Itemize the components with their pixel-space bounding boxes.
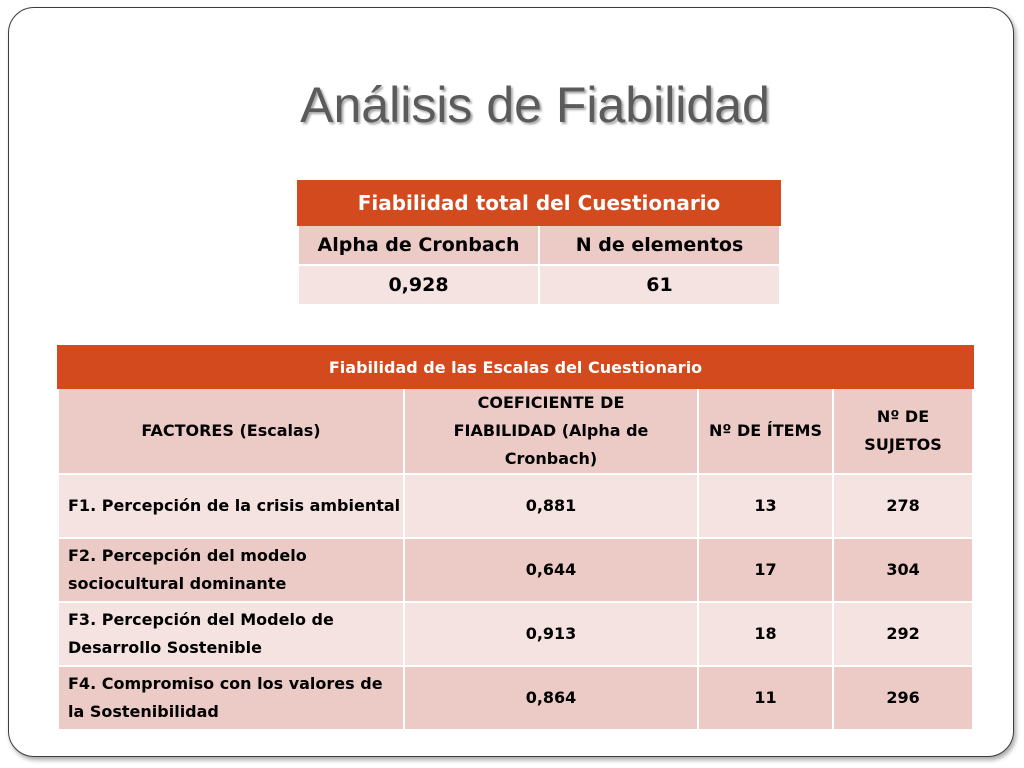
factor-cell: F4. Compromiso con los valores de la Sos…	[57, 665, 405, 731]
subjects-cell: 296	[831, 665, 975, 731]
header-coefficient: COEFICIENTE DE FIABILIDAD (Alpha de Cron…	[403, 387, 699, 475]
alpha-cell: 0,913	[403, 601, 699, 667]
value-alpha: 0,928	[297, 264, 540, 306]
table-row: F4. Compromiso con los valores de la Sos…	[57, 665, 975, 731]
header-factors: FACTORES (Escalas)	[57, 387, 405, 475]
subjects-cell: 278	[831, 473, 975, 539]
items-cell: 11	[697, 665, 834, 731]
subjects-cell: 292	[831, 601, 975, 667]
alpha-cell: 0,644	[403, 537, 699, 603]
slide-title: Análisis de Fiabilidad	[300, 77, 770, 133]
value-n-elements: 61	[537, 264, 782, 306]
scales-table-caption: Fiabilidad de las Escalas del Cuestionar…	[56, 345, 975, 389]
scales-reliability-table: Fiabilidad de las Escalas del Cuestionar…	[56, 345, 975, 731]
items-cell: 17	[697, 537, 834, 603]
alpha-cell: 0,881	[403, 473, 699, 539]
items-cell: 18	[697, 601, 834, 667]
header-subjects: Nº DE SUJETOS	[831, 387, 975, 475]
table-row: F3. Percepción del Modelo de Desarrollo …	[57, 601, 975, 667]
header-alpha: Alpha de Cronbach	[297, 224, 540, 266]
table-row: F2. Percepción del modelo sociocultural …	[57, 537, 975, 603]
factor-cell: F1. Percepción de la crisis ambiental	[57, 473, 405, 539]
table-row: F1. Percepción de la crisis ambiental 0,…	[57, 473, 975, 539]
factor-cell: F3. Percepción del Modelo de Desarrollo …	[57, 601, 405, 667]
factor-cell: F2. Percepción del modelo sociocultural …	[57, 537, 405, 603]
items-cell: 13	[697, 473, 834, 539]
subjects-cell: 304	[831, 537, 975, 603]
alpha-cell: 0,864	[403, 665, 699, 731]
header-n-elements: N de elementos	[537, 224, 782, 266]
total-reliability-table: Fiabilidad total del Cuestionario Alpha …	[296, 180, 782, 306]
header-items: Nº DE ÍTEMS	[697, 387, 834, 475]
total-table-caption: Fiabilidad total del Cuestionario	[296, 180, 782, 226]
